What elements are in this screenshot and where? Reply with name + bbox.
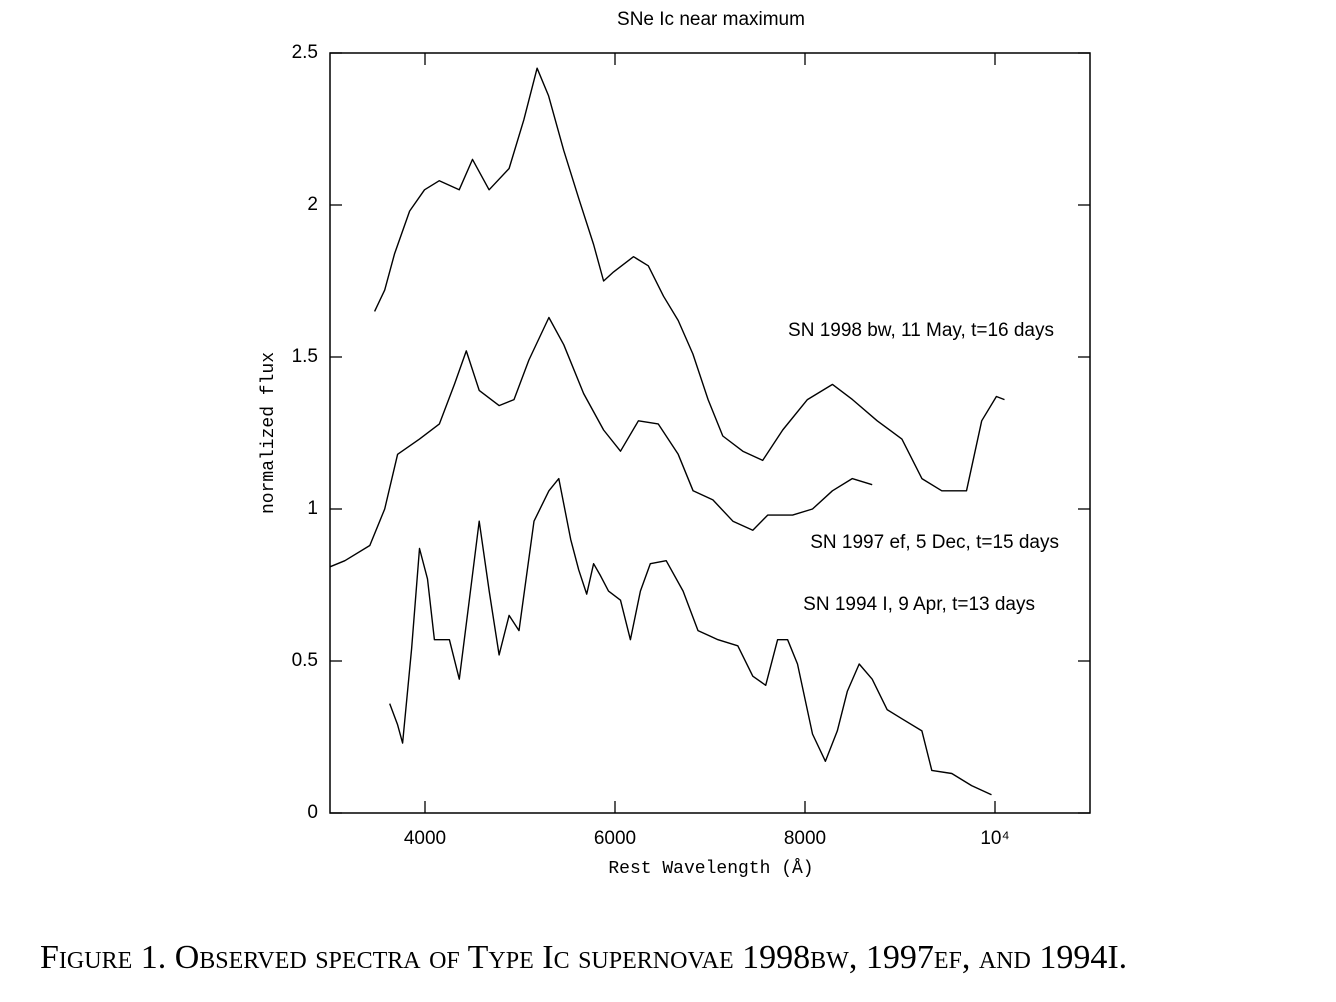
y-tick-label: 1 [307, 498, 318, 519]
x-axis-label: Rest Wavelength (Å) [608, 858, 813, 879]
y-tick-label: 0.5 [292, 650, 318, 671]
y-tick-label: 2 [307, 194, 318, 215]
y-tick-label: 1.5 [292, 346, 318, 367]
spectrum-line [389, 477, 992, 796]
series-label: SN 1997 ef, 5 Dec, t=15 days [810, 532, 1059, 553]
chart-title: SNe Ic near maximum [617, 9, 805, 30]
y-tick-label: 0 [307, 802, 318, 823]
y-tick-label: 2.5 [292, 42, 318, 63]
y-axis-label: normalized flux [259, 352, 279, 514]
series-label: SN 1998 bw, 11 May, t=16 days [788, 320, 1054, 341]
figure-caption: Figure 1. Observed spectra of Type Ic su… [40, 939, 1127, 976]
series-label: SN 1994 I, 9 Apr, t=13 days [803, 594, 1035, 615]
plot-frame [329, 52, 1091, 814]
x-tick-label: 6000 [594, 828, 636, 849]
spectrum-line [373, 67, 1005, 492]
x-tick-label: 4000 [404, 828, 446, 849]
x-tick-label: 8000 [784, 828, 826, 849]
spectrum-line [329, 316, 873, 568]
x-tick-label: 10⁴ [980, 828, 1009, 849]
